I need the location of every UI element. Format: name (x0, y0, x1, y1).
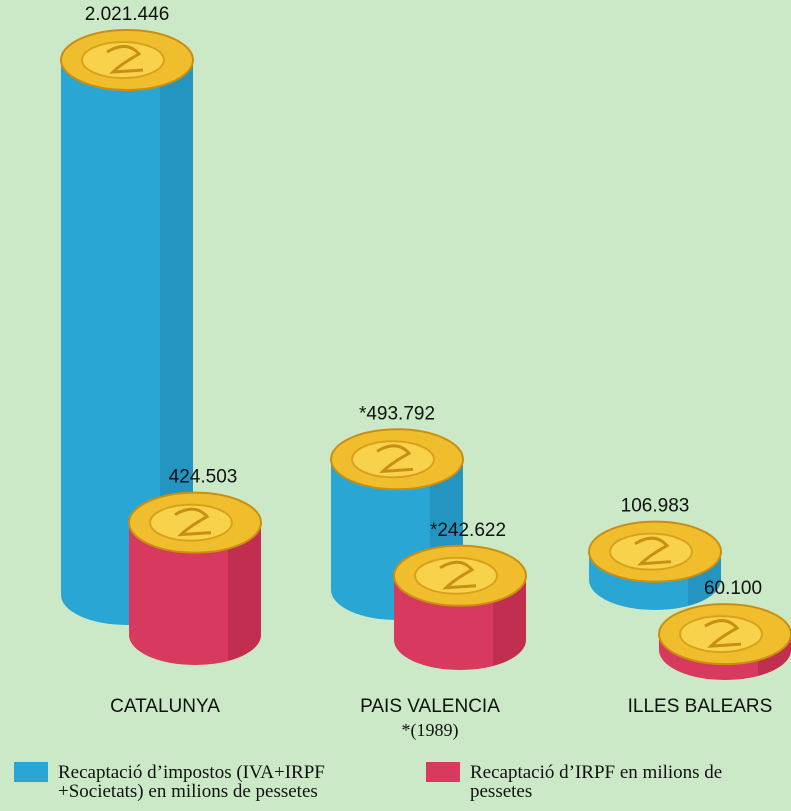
value-label: 424.503 (169, 467, 238, 488)
coin-inner (609, 532, 693, 571)
coin-emblem (376, 444, 414, 474)
legend-label: Recaptació d’impostos (IVA+IRPF +Societa… (58, 762, 325, 802)
coin-emblem (704, 619, 742, 648)
category-label: PAIS VALENCIA (360, 696, 500, 717)
value-label: 2.021.446 (85, 4, 170, 25)
coin-emblem (106, 45, 144, 74)
legend-swatch (426, 762, 460, 782)
coin-inner (149, 503, 233, 542)
coin-emblem (439, 560, 477, 590)
category-label: ILLES BALEARS (628, 696, 773, 717)
coin-inner (414, 556, 498, 595)
cylinder (129, 522, 261, 665)
footnote: *(1989) (402, 720, 459, 741)
coin-emblem (634, 536, 672, 566)
value-label: 106.983 (621, 496, 690, 517)
value-label: *493.792 (359, 403, 435, 424)
cylinder-shade (160, 60, 193, 621)
value-label: 60.100 (704, 578, 762, 599)
coin-emblem (174, 507, 212, 537)
cylinder (61, 60, 193, 625)
legend-label: Recaptació d’IRPF en milions de pessetes (470, 762, 723, 802)
cylinder-shade (228, 522, 261, 661)
coin-inner (679, 615, 763, 654)
coin-inner (351, 440, 435, 479)
category-label: CATALUNYA (110, 696, 220, 717)
legend-swatch (14, 762, 48, 782)
coin-inner (81, 41, 165, 79)
value-label: *242.622 (430, 520, 506, 541)
